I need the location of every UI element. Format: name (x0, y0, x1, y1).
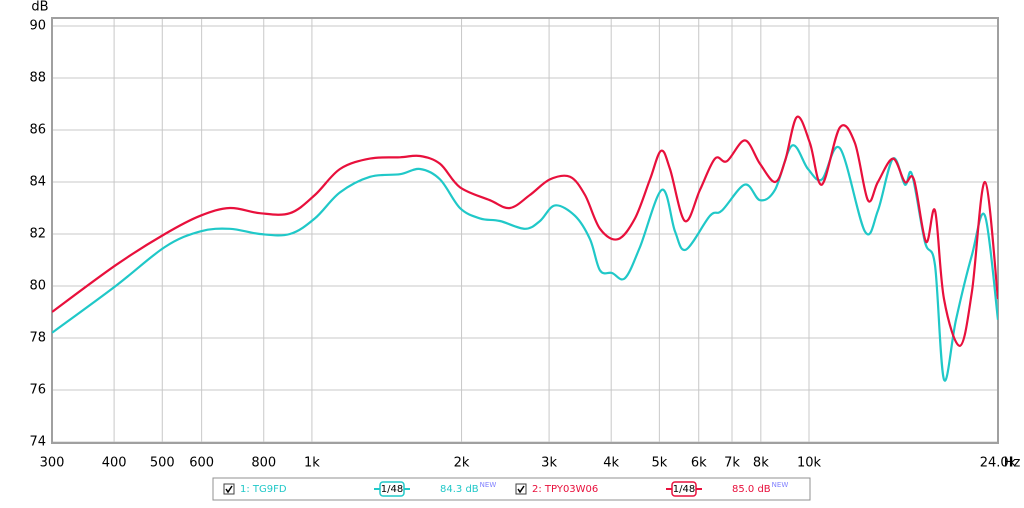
x-axis-label: Hz (1004, 456, 1021, 471)
legend-smoothing-box (379, 481, 405, 497)
y-tick-label: 76 (29, 383, 46, 398)
x-tick-label: 1k (304, 456, 320, 471)
legend-smoothing: 1/48 (673, 484, 695, 495)
x-tick-label: 500 (150, 456, 175, 471)
x-tick-label: 10k (797, 456, 822, 471)
y-tick-label: 80 (29, 279, 46, 294)
legend-checkbox (515, 483, 527, 495)
y-tick-label: 86 (29, 123, 46, 138)
x-tick-label: 2k (454, 456, 470, 471)
legend-entry: 2: TPY03W06 (532, 484, 598, 495)
x-tick-label: 24.0k (980, 456, 1017, 471)
x-tick-label: 3k (541, 456, 557, 471)
y-tick-label: 82 (29, 227, 46, 242)
legend-check (225, 485, 233, 494)
y-tick-label: 90 (29, 19, 46, 34)
legend-level: 85.0 dB (732, 484, 771, 495)
x-tick-label: 4k (603, 456, 619, 471)
plot-frame (51, 17, 999, 444)
legend-level-tag: NEW (772, 481, 789, 489)
x-tick-label: 400 (102, 456, 127, 471)
y-tick-label: 84 (29, 175, 46, 190)
legend-entry: 1: TG9FD (240, 484, 287, 495)
y-tick-label: 74 (29, 435, 46, 450)
legend-smoothing: 1/48 (381, 484, 403, 495)
x-tick-label: 7k (724, 456, 740, 471)
x-tick-label: 800 (251, 456, 276, 471)
series-line (52, 115, 998, 347)
x-tick-label: 8k (753, 456, 769, 471)
legend-smoothing-box (671, 481, 697, 497)
y-tick-label: 78 (29, 331, 46, 346)
legend-check (517, 485, 525, 494)
y-axis-label: dB (31, 0, 48, 15)
x-tick-label: 600 (189, 456, 214, 471)
x-tick-label: 6k (691, 456, 707, 471)
legend-box (212, 477, 811, 501)
legend-checkbox (223, 483, 235, 495)
x-tick-label: 5k (651, 456, 667, 471)
legend-level: 84.3 dB (440, 484, 479, 495)
series-line (52, 144, 998, 382)
y-tick-label: 88 (29, 71, 46, 86)
x-tick-label: 300 (40, 456, 65, 471)
legend-level-tag: NEW (480, 481, 497, 489)
